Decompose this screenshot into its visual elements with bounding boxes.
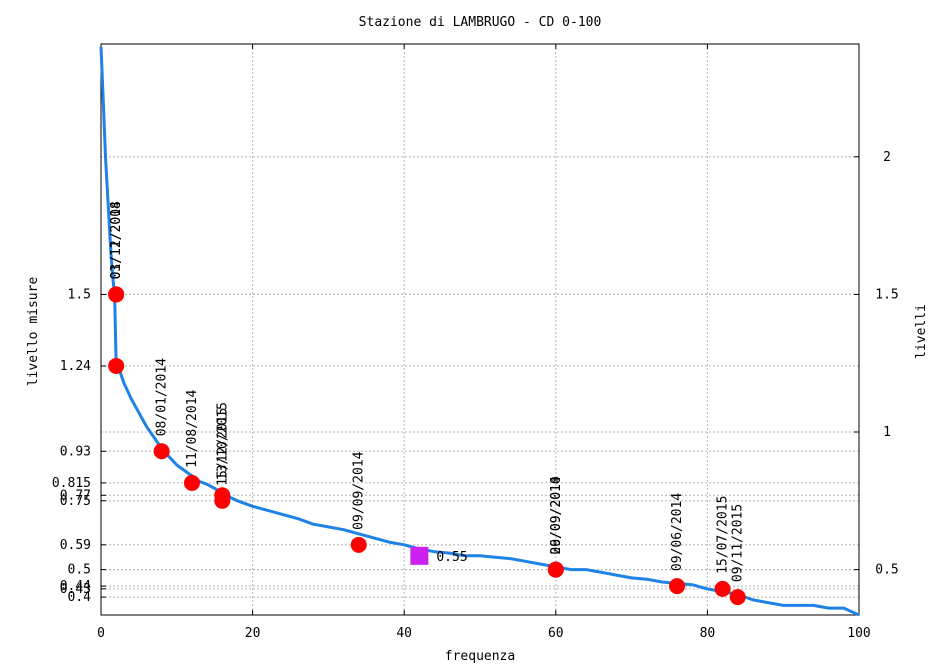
point-date-label: 09/06/2014 [670,493,685,571]
measurement-point [547,561,564,578]
chart-title: Stazione di LAMBRUGO - CD 0-100 [359,15,602,30]
y-tick-label: 0.75 [60,494,91,509]
point-date-label: 11/08/2014 [185,389,200,467]
point-date-label: 09/11/2015 [731,504,746,582]
x-tick-label: 40 [396,626,412,641]
y-tick-label: 0.93 [60,444,91,459]
measurement-point [714,580,731,597]
current-level-marker [410,546,429,565]
point-date-label: 08/01/2014 [155,358,170,436]
y-tick-label: 0.4 [68,590,92,605]
grid-lines [101,44,859,615]
point-date-label: 15/07/2015 [716,496,731,574]
x-tick-label: 80 [700,626,716,641]
measurement-point [108,357,125,374]
plot-frame [100,43,860,616]
y-tick-label: 0.77 [60,488,91,503]
point-date-label: 15/12/2015 [215,408,230,486]
point-date-label: 26/09/2014 [549,476,564,554]
x-tick-label: 60 [548,626,564,641]
point-date-label: 09/09/2010 [549,476,564,554]
y2-tick-label: 2 [883,150,891,165]
point-date-label: 13/10/2015 [215,402,230,480]
measurement-point [669,578,686,595]
point-date-label: 03/12/2008 [109,201,124,279]
measurement-point [214,492,231,509]
y-tick-label: 1.5 [68,287,91,302]
measurement-point [108,286,125,303]
y2-tick-label: 1 [883,425,891,440]
measurement-point [729,589,746,606]
y-tick-label: 0.59 [60,538,91,553]
x-tick-label: 0 [97,626,105,641]
duration-curve [99,46,860,617]
y-tick-label: 1.24 [60,359,91,374]
x-tick-label: 100 [847,626,870,641]
y2-axis-label: livelli [914,304,929,359]
y2-tick-label: 0.5 [875,563,898,578]
y-axis-label: livello misure [26,277,41,387]
x-axis-label: frequenza [445,649,515,664]
x-tick-label: 20 [245,626,261,641]
measurement-point [350,536,367,553]
y2-tick-label: 1.5 [875,287,898,302]
current-level-label: 0.55 [436,550,467,565]
point-date-label: 09/09/2014 [352,451,367,529]
point-date-label: 01/11/2014 [109,201,124,279]
y-tick-label: 0.5 [68,563,91,578]
y-tick-label: 0.43 [60,582,91,597]
y-tick-label: 0.815 [52,476,91,491]
y-tick-label: 0.44 [60,579,91,594]
measurement-point [153,443,170,460]
measurement-point [183,474,200,491]
